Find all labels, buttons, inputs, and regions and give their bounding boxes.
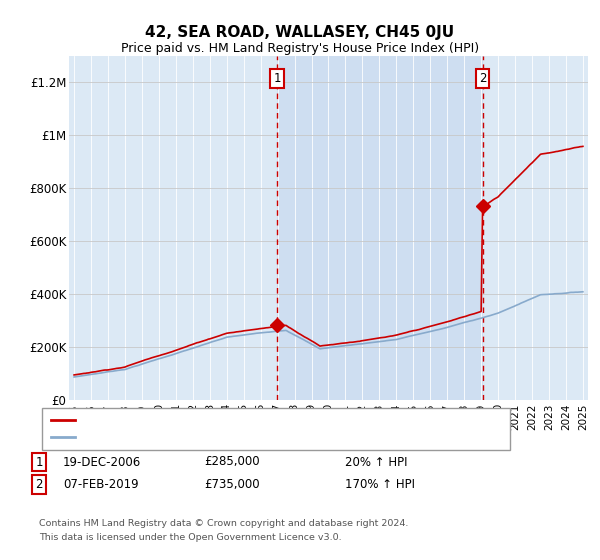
Bar xyxy=(277,56,482,400)
Text: HPI: Average price, detached house, Wirral: HPI: Average price, detached house, Wirr… xyxy=(79,432,324,442)
Text: 20% ↑ HPI: 20% ↑ HPI xyxy=(345,455,407,469)
Text: £735,000: £735,000 xyxy=(204,478,260,491)
Text: 1: 1 xyxy=(35,455,43,469)
Text: 19-DEC-2006: 19-DEC-2006 xyxy=(63,455,141,469)
Text: 42, SEA ROAD, WALLASEY, CH45 0JU: 42, SEA ROAD, WALLASEY, CH45 0JU xyxy=(145,25,455,40)
Text: 2: 2 xyxy=(35,478,43,491)
Text: 170% ↑ HPI: 170% ↑ HPI xyxy=(345,478,415,491)
Text: This data is licensed under the Open Government Licence v3.0.: This data is licensed under the Open Gov… xyxy=(39,533,341,542)
Text: 42, SEA ROAD, WALLASEY, CH45 0JU (detached house): 42, SEA ROAD, WALLASEY, CH45 0JU (detach… xyxy=(79,415,391,425)
Text: Price paid vs. HM Land Registry's House Price Index (HPI): Price paid vs. HM Land Registry's House … xyxy=(121,42,479,55)
Text: 1: 1 xyxy=(274,72,281,85)
Text: 07-FEB-2019: 07-FEB-2019 xyxy=(63,478,139,491)
Text: Contains HM Land Registry data © Crown copyright and database right 2024.: Contains HM Land Registry data © Crown c… xyxy=(39,519,409,528)
Text: 2: 2 xyxy=(479,72,487,85)
Text: £285,000: £285,000 xyxy=(204,455,260,469)
